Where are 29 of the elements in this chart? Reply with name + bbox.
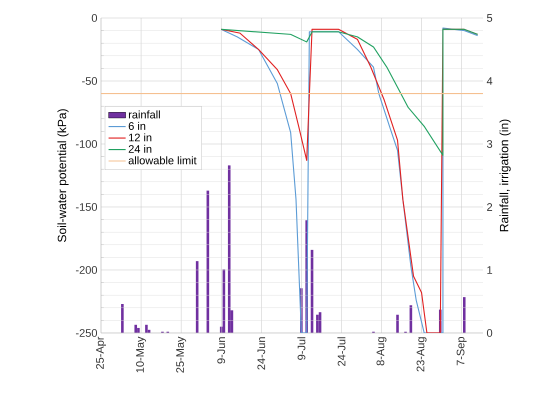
- y2-tick-label: 5: [486, 14, 492, 22]
- legend-label: 24 in: [128, 144, 152, 153]
- y-tick-label: -200: [76, 266, 98, 274]
- x-tick-label: 24-Jun: [257, 337, 266, 370]
- legend-label: rainfall: [128, 110, 160, 118]
- legend-label: 12 in: [129, 133, 152, 142]
- y-axis-title: Soil-water potential (kPa): [57, 109, 69, 242]
- y-tick-label: -100: [76, 140, 98, 148]
- legend-label: allowable limit: [128, 156, 197, 164]
- y2-axis-title: Rainfall, irrigation (in): [500, 120, 511, 232]
- x-tick-label: 9-Jul: [297, 337, 306, 360]
- y-tick-label: -250: [76, 329, 98, 337]
- y2-tick-label: 2: [487, 203, 492, 211]
- y-tick-label: -150: [76, 203, 98, 211]
- y-tick-label: -50: [82, 77, 98, 85]
- x-tick-label: 8-Aug: [376, 337, 386, 366]
- x-tick-label: 10-May: [136, 336, 146, 372]
- x-tick-label: 23-Aug: [416, 337, 427, 372]
- x-tick-label: 24-Jul: [337, 337, 346, 366]
- y2-tick-label: 4: [486, 77, 492, 85]
- x-tick-label: 9-Jun: [217, 337, 226, 364]
- x-tick-label: 25-May: [176, 336, 186, 373]
- legend-label: 6 in: [128, 122, 146, 130]
- y2-tick-label: 1: [487, 266, 492, 274]
- y2-tick-label: 0: [486, 329, 492, 337]
- x-tick-label: 7-Sep: [456, 336, 467, 366]
- y-tick-label: 0: [92, 14, 98, 22]
- x-tick-label: 25-Apr: [96, 336, 106, 369]
- y2-tick-label: 3: [486, 140, 492, 148]
